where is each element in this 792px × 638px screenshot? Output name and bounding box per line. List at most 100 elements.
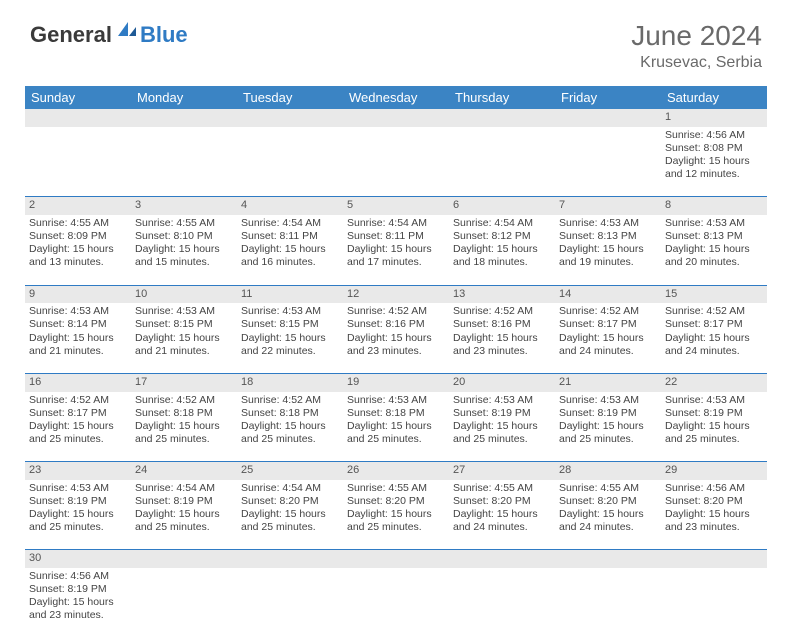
day-number: 30 <box>25 550 131 568</box>
sunset-text: Sunset: 8:19 PM <box>453 407 551 420</box>
daylight-text: Daylight: 15 hours <box>29 332 127 345</box>
day-detail <box>343 127 449 197</box>
daylight-text: and 25 minutes. <box>135 433 233 446</box>
daylight-text: Daylight: 15 hours <box>135 508 233 521</box>
sunset-text: Sunset: 8:17 PM <box>29 407 127 420</box>
daylight-text: Daylight: 15 hours <box>347 332 445 345</box>
day-detail: Sunrise: 4:56 AMSunset: 8:20 PMDaylight:… <box>661 480 767 550</box>
day-number: 25 <box>237 462 343 480</box>
day-number <box>555 109 661 127</box>
day-number: 22 <box>661 373 767 391</box>
daylight-text: and 15 minutes. <box>135 256 233 269</box>
day-detail: Sunrise: 4:55 AMSunset: 8:20 PMDaylight:… <box>555 480 661 550</box>
daylight-text: Daylight: 15 hours <box>29 596 127 609</box>
day-detail: Sunrise: 4:53 AMSunset: 8:18 PMDaylight:… <box>343 392 449 462</box>
day-detail <box>237 127 343 197</box>
day-number <box>237 109 343 127</box>
day-number: 14 <box>555 285 661 303</box>
sunset-text: Sunset: 8:20 PM <box>347 495 445 508</box>
sunrise-text: Sunrise: 4:55 AM <box>453 482 551 495</box>
daylight-text: Daylight: 15 hours <box>665 155 763 168</box>
daylight-text: and 23 minutes. <box>29 609 127 622</box>
day-detail: Sunrise: 4:55 AMSunset: 8:20 PMDaylight:… <box>343 480 449 550</box>
sunrise-text: Sunrise: 4:53 AM <box>29 305 127 318</box>
day-detail <box>449 127 555 197</box>
day-number: 28 <box>555 462 661 480</box>
day-detail: Sunrise: 4:56 AMSunset: 8:19 PMDaylight:… <box>25 568 131 638</box>
sunrise-text: Sunrise: 4:54 AM <box>347 217 445 230</box>
daylight-text: Daylight: 15 hours <box>135 243 233 256</box>
daylight-text: Daylight: 15 hours <box>559 508 657 521</box>
day-header: Saturday <box>661 86 767 109</box>
day-number: 27 <box>449 462 555 480</box>
daylight-text: Daylight: 15 hours <box>29 243 127 256</box>
day-detail: Sunrise: 4:52 AMSunset: 8:16 PMDaylight:… <box>449 303 555 373</box>
day-number: 13 <box>449 285 555 303</box>
sunset-text: Sunset: 8:20 PM <box>559 495 657 508</box>
sail-icon <box>116 20 138 43</box>
day-detail: Sunrise: 4:53 AMSunset: 8:13 PMDaylight:… <box>661 215 767 285</box>
daylight-text: and 24 minutes. <box>453 521 551 534</box>
sunrise-text: Sunrise: 4:54 AM <box>135 482 233 495</box>
daylight-text: Daylight: 15 hours <box>135 332 233 345</box>
daylight-text: Daylight: 15 hours <box>347 243 445 256</box>
daylight-text: and 21 minutes. <box>135 345 233 358</box>
sunrise-text: Sunrise: 4:55 AM <box>559 482 657 495</box>
logo-text-blue: Blue <box>140 22 188 48</box>
daylight-text: and 16 minutes. <box>241 256 339 269</box>
daylight-text: Daylight: 15 hours <box>665 508 763 521</box>
day-number <box>661 550 767 568</box>
sunset-text: Sunset: 8:10 PM <box>135 230 233 243</box>
day-number-row: 1 <box>25 109 767 127</box>
sunset-text: Sunset: 8:15 PM <box>241 318 339 331</box>
daylight-text: and 23 minutes. <box>453 345 551 358</box>
daylight-text: and 25 minutes. <box>559 433 657 446</box>
sunset-text: Sunset: 8:17 PM <box>559 318 657 331</box>
daylight-text: and 18 minutes. <box>453 256 551 269</box>
sunset-text: Sunset: 8:14 PM <box>29 318 127 331</box>
daylight-text: and 25 minutes. <box>135 521 233 534</box>
daylight-text: and 25 minutes. <box>241 521 339 534</box>
daylight-text: and 23 minutes. <box>347 345 445 358</box>
day-detail <box>237 568 343 638</box>
sunrise-text: Sunrise: 4:52 AM <box>453 305 551 318</box>
sunrise-text: Sunrise: 4:55 AM <box>29 217 127 230</box>
day-number: 17 <box>131 373 237 391</box>
daylight-text: Daylight: 15 hours <box>347 420 445 433</box>
sunrise-text: Sunrise: 4:52 AM <box>347 305 445 318</box>
sunrise-text: Sunrise: 4:52 AM <box>135 394 233 407</box>
day-number <box>555 550 661 568</box>
day-detail: Sunrise: 4:52 AMSunset: 8:18 PMDaylight:… <box>237 392 343 462</box>
daylight-text: and 22 minutes. <box>241 345 339 358</box>
sunrise-text: Sunrise: 4:56 AM <box>29 570 127 583</box>
day-number: 15 <box>661 285 767 303</box>
day-header: Tuesday <box>237 86 343 109</box>
daylight-text: Daylight: 15 hours <box>453 508 551 521</box>
day-number: 2 <box>25 197 131 215</box>
sunset-text: Sunset: 8:08 PM <box>665 142 763 155</box>
sunrise-text: Sunrise: 4:53 AM <box>665 217 763 230</box>
sunset-text: Sunset: 8:20 PM <box>241 495 339 508</box>
day-number: 19 <box>343 373 449 391</box>
daylight-text: and 25 minutes. <box>665 433 763 446</box>
daylight-text: Daylight: 15 hours <box>559 332 657 345</box>
day-number: 21 <box>555 373 661 391</box>
day-number: 16 <box>25 373 131 391</box>
sunrise-text: Sunrise: 4:52 AM <box>665 305 763 318</box>
sunset-text: Sunset: 8:19 PM <box>135 495 233 508</box>
sunrise-text: Sunrise: 4:53 AM <box>135 305 233 318</box>
sunrise-text: Sunrise: 4:53 AM <box>347 394 445 407</box>
daylight-text: and 20 minutes. <box>665 256 763 269</box>
day-detail: Sunrise: 4:54 AMSunset: 8:12 PMDaylight:… <box>449 215 555 285</box>
daylight-text: and 24 minutes. <box>559 521 657 534</box>
day-detail <box>555 568 661 638</box>
day-number <box>131 550 237 568</box>
day-detail: Sunrise: 4:53 AMSunset: 8:19 PMDaylight:… <box>555 392 661 462</box>
sunset-text: Sunset: 8:16 PM <box>453 318 551 331</box>
day-detail: Sunrise: 4:55 AMSunset: 8:10 PMDaylight:… <box>131 215 237 285</box>
day-number: 6 <box>449 197 555 215</box>
day-detail: Sunrise: 4:52 AMSunset: 8:17 PMDaylight:… <box>25 392 131 462</box>
daylight-text: and 24 minutes. <box>559 345 657 358</box>
sunset-text: Sunset: 8:19 PM <box>29 583 127 596</box>
day-number: 23 <box>25 462 131 480</box>
